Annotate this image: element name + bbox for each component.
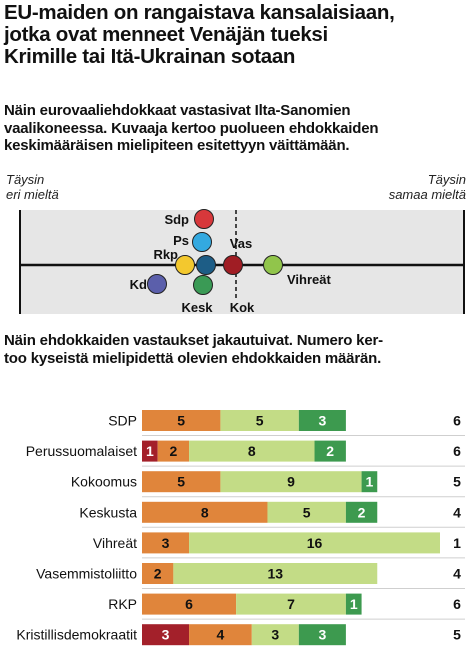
bar-segment (314, 440, 346, 462)
bar-remainder-label: 4 (453, 504, 461, 520)
bar-segment (251, 624, 299, 646)
scale-left-label: Täysin eri mieltä (6, 172, 59, 202)
bar-category-label: SDP (108, 413, 137, 429)
distribution-line: too kyseistä mielipidettä olevien ehdokk… (4, 349, 382, 367)
party-dot-vas (223, 255, 243, 275)
bar-remainder-label: 4 (453, 566, 461, 582)
bar-category-label: Vihreät (93, 535, 137, 551)
bar-value-label: 5 (177, 474, 185, 490)
party-label-kok: Kok (230, 300, 255, 315)
party-dot-vihreät (263, 255, 283, 275)
title-line: Krimille tai Itä-Ukrainan sotaan (4, 45, 296, 68)
bar-segment (142, 471, 221, 493)
bar-segment (142, 532, 190, 554)
bar-segment (157, 440, 190, 462)
bar-remainder-label: 5 (453, 627, 461, 643)
bar-segment (361, 471, 378, 493)
intro-line: keskimääräisen mielipiteen esitettyyn vä… (4, 137, 350, 154)
intro-text: Näin eurovaaliehdokkaat vastasivat Ilta-… (4, 102, 466, 155)
party-dot-kok (196, 255, 216, 275)
bar-remainder-label: 5 (453, 474, 461, 490)
bar-segment (220, 471, 362, 493)
party-dot-kd (147, 274, 167, 294)
page-title: EU-maiden on rangaistava kansalaisiaan, … (4, 2, 466, 68)
bar-segment (236, 593, 346, 615)
bar-value-label: 7 (287, 596, 295, 612)
bar-segment (142, 440, 158, 462)
bar-remainder-label: 6 (453, 596, 461, 612)
bar-segment (220, 410, 299, 431)
bar-category-label: Kristillisdemokraatit (16, 627, 137, 643)
bar-remainder-label: 6 (453, 443, 461, 459)
bar-segment (345, 501, 378, 523)
bar-value-label: 1 (366, 474, 374, 490)
party-label-sdp: Sdp (164, 212, 189, 227)
party-label-vas: Vas (230, 236, 252, 251)
bar-value-label: 2 (358, 504, 366, 520)
party-dot-rkp (175, 255, 195, 275)
bar-remainder-label: 1 (453, 535, 461, 551)
bar-value-label: 8 (201, 504, 209, 520)
bar-segment (142, 624, 190, 646)
bar-value-label: 3 (162, 627, 170, 643)
bar-value-label: 2 (326, 443, 334, 459)
bar-value-label: 1 (350, 596, 358, 612)
bar-value-label: 2 (154, 566, 162, 582)
bar-value-label: 5 (303, 504, 311, 520)
bar-category-label: Keskusta (79, 504, 137, 520)
bar-segment (189, 440, 315, 462)
bar-value-label: 5 (177, 413, 185, 429)
bar-value-label: 3 (318, 413, 326, 429)
bar-value-label: 16 (307, 535, 323, 551)
bar-category-label: Perussuomalaiset (26, 443, 137, 459)
intro-line: vaalikoneessa. Kuvaaja kertoo puolueen e… (4, 119, 379, 137)
bar-segment (298, 410, 346, 431)
bar-segment (142, 563, 174, 584)
distribution-line: Näin ehdokkaiden vastaukset jakautuivat.… (4, 332, 383, 349)
bar-category-label: RKP (108, 596, 137, 612)
bar-value-label: 9 (287, 474, 295, 490)
bar-segment (142, 410, 221, 431)
title-line: EU-maiden on rangaistava kansalaisiaan, (4, 1, 395, 24)
bar-segment (267, 501, 346, 523)
party-dot-sdp (194, 209, 214, 229)
distribution-text: Näin ehdokkaiden vastaukset jakautuivat.… (4, 332, 466, 367)
bar-segment (189, 624, 252, 646)
bar-remainder-label: 6 (453, 413, 461, 429)
bar-segment (142, 501, 268, 523)
bar-value-label: 4 (217, 627, 225, 643)
bar-value-label: 3 (318, 627, 326, 643)
bar-value-label: 3 (162, 535, 170, 551)
bar-value-label: 6 (185, 596, 193, 612)
bar-value-label: 3 (271, 627, 279, 643)
bar-value-label: 5 (256, 413, 264, 429)
bar-segment (142, 593, 237, 615)
bar-segment (298, 624, 346, 646)
party-label-vihreät: Vihreät (287, 272, 332, 287)
bar-category-label: Kokoomus (71, 474, 137, 490)
bar-segment (189, 532, 440, 554)
title-line: jotka ovat menneet Venäjän tueksi (4, 23, 328, 46)
bar-segment (173, 563, 378, 584)
party-label-rkp: Rkp (153, 247, 178, 262)
party-label-kd: Kd (130, 277, 147, 292)
party-dot-kesk (193, 275, 213, 295)
bar-category-label: Vasemmistoliitto (36, 566, 137, 582)
scale-right-label: Täysin samaa mieltä (388, 172, 466, 202)
bar-segment (345, 593, 362, 615)
party-dot-ps (192, 232, 212, 252)
bar-value-label: 1 (146, 443, 154, 459)
bar-value-label: 8 (248, 443, 256, 459)
party-label-ps: Ps (173, 233, 189, 248)
bar-value-label: 2 (169, 443, 177, 459)
intro-line: Näin eurovaaliehdokkaat vastasivat Ilta-… (4, 102, 351, 119)
bar-value-label: 13 (268, 566, 284, 582)
party-label-kesk: Kesk (181, 300, 213, 315)
